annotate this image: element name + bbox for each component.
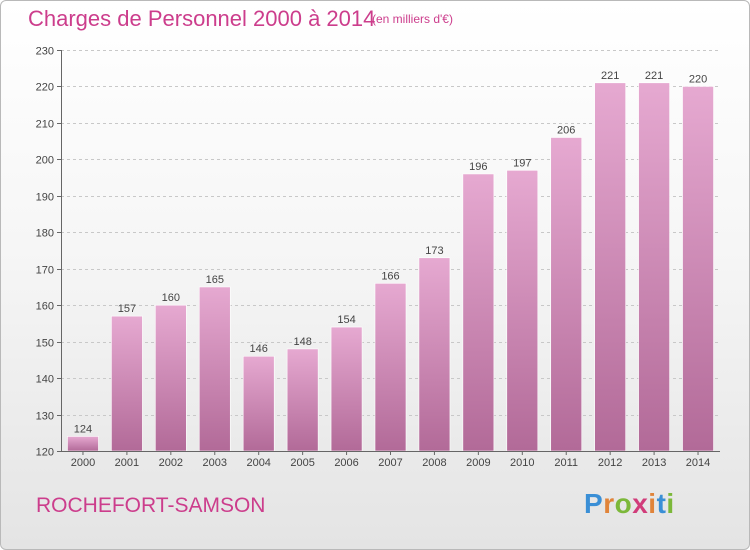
bar: [682, 86, 714, 452]
y-tick-label: 120: [36, 447, 54, 459]
bar: [374, 283, 407, 452]
bar: [242, 355, 275, 452]
data-label: 220: [689, 73, 707, 85]
x-tick-label: 2013: [642, 457, 666, 469]
y-tick-label: 210: [36, 119, 54, 131]
data-label: 146: [250, 343, 268, 355]
y-tick-label: 170: [36, 265, 54, 277]
x-tick-label: 2002: [159, 457, 183, 469]
data-label: 165: [206, 274, 224, 286]
data-label: 196: [469, 161, 487, 173]
bar: [155, 304, 187, 452]
y-tick-label: 180: [36, 228, 54, 240]
x-tick-label: 2008: [422, 457, 446, 469]
bar: [594, 82, 626, 452]
y-tick-label: 140: [36, 374, 54, 386]
bar: [330, 326, 363, 452]
y-tick-label: 130: [36, 411, 54, 423]
x-tick-label: 2012: [598, 457, 622, 469]
data-label: 160: [162, 292, 180, 304]
chart-subtitle: (en milliers d'€): [372, 12, 453, 26]
axes: 120 130 140 150 160 170 180 190 200 210 220 230 2000…: [36, 46, 720, 469]
data-labels: 124 157 160 165 146 148 154 166 173 196 197 206 221 2…: [74, 70, 707, 436]
bar: [506, 170, 539, 452]
bar: [198, 286, 231, 452]
x-tick-label: 2011: [554, 457, 578, 469]
y-tick-label: 160: [36, 301, 54, 313]
x-tick-label: 2007: [378, 457, 402, 469]
x-tick-label: 2003: [203, 457, 227, 469]
bar: [111, 315, 143, 452]
data-label: 206: [557, 124, 575, 136]
data-label: 221: [601, 70, 619, 82]
bar: [418, 257, 451, 452]
bar: [462, 173, 495, 452]
x-tick-label: 2000: [71, 457, 95, 469]
y-tick-label: 230: [36, 46, 54, 58]
data-label: 197: [513, 157, 531, 169]
y-tick-label: 150: [36, 338, 54, 350]
bar: [286, 348, 319, 452]
x-tick-label: 2005: [290, 457, 314, 469]
x-tick-label: 2004: [246, 457, 270, 469]
data-label: 157: [118, 303, 136, 315]
x-tick-label: 2006: [334, 457, 358, 469]
chart-title: Charges de Personnel 2000 à 2014: [28, 6, 376, 31]
x-tick-label: 2010: [510, 457, 534, 469]
bars: [67, 82, 714, 452]
data-label: 166: [381, 270, 399, 282]
city-name: ROCHEFORT-SAMSON: [36, 494, 266, 517]
x-tick-label: 2014: [686, 457, 710, 469]
data-label: 221: [645, 70, 663, 82]
bar: [550, 137, 583, 452]
data-label: 173: [425, 245, 443, 257]
proxiti-logo: Proxiti: [584, 488, 675, 519]
bar: [67, 436, 99, 452]
y-tick-label: 200: [36, 155, 54, 167]
data-label: 154: [337, 314, 355, 326]
x-tick-label: 2009: [466, 457, 490, 469]
x-tick-label: 2001: [115, 457, 139, 469]
data-label: 124: [74, 423, 92, 435]
y-tick-label: 220: [36, 82, 54, 94]
data-label: 148: [293, 336, 311, 348]
bar: [638, 82, 670, 452]
y-tick-label: 190: [36, 192, 54, 204]
